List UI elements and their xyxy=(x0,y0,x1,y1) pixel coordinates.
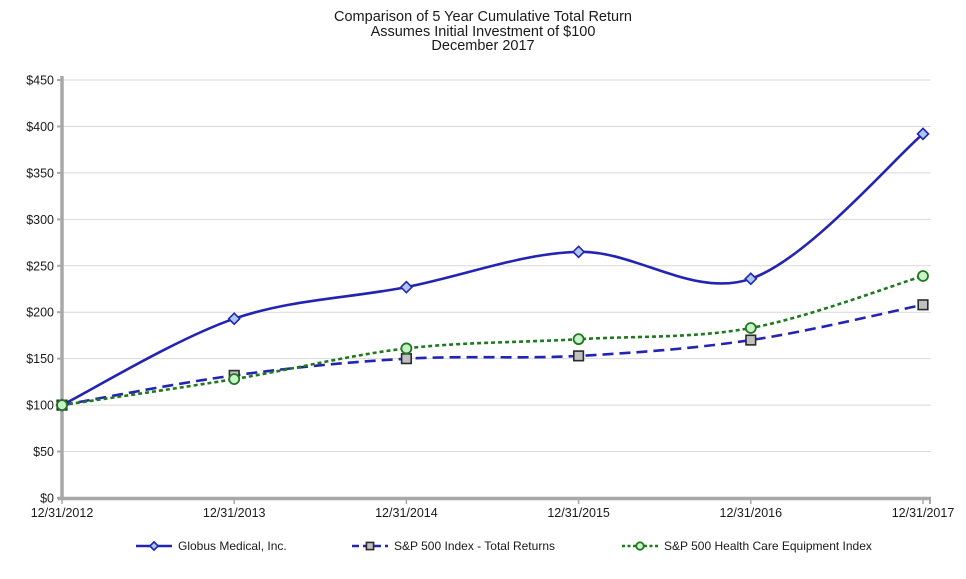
legend-swatch-shortdash-circle-icon xyxy=(622,541,658,551)
svg-text:$400: $400 xyxy=(26,120,54,134)
svg-text:$100: $100 xyxy=(26,399,54,413)
legend-swatch-solid-diamond-icon xyxy=(136,540,172,552)
legend-label-sp500-healthcare-equipment: S&P 500 Health Care Equipment Index xyxy=(664,539,872,553)
chart-legend: Globus Medical, Inc. S&P 500 Index - Tot… xyxy=(0,538,966,556)
svg-text:12/31/2012: 12/31/2012 xyxy=(31,506,94,520)
legend-label-sp500-total-returns: S&P 500 Index - Total Returns xyxy=(394,539,555,553)
svg-text:$350: $350 xyxy=(26,166,54,180)
legend-item-sp500-healthcare-equipment: S&P 500 Health Care Equipment Index xyxy=(622,538,872,554)
chart-title: Comparison of 5 Year Cumulative Total Re… xyxy=(0,10,966,54)
legend-swatch-dashed-square-icon xyxy=(352,541,388,551)
chart-title-line2: Assumes Initial Investment of $100 xyxy=(370,23,596,40)
svg-text:$300: $300 xyxy=(26,213,54,227)
chart-title-line1: Comparison of 5 Year Cumulative Total Re… xyxy=(334,9,632,25)
svg-text:12/31/2017: 12/31/2017 xyxy=(892,506,955,520)
svg-text:$250: $250 xyxy=(26,259,54,273)
line-chart-plot: $0 $50 $100 $150 $200 $250 $300 $350 $400 $450 12/… xyxy=(26,74,955,521)
svg-text:$50: $50 xyxy=(33,445,54,459)
svg-text:$150: $150 xyxy=(26,352,54,366)
svg-text:$0: $0 xyxy=(40,492,54,506)
svg-text:12/31/2014: 12/31/2014 xyxy=(375,506,438,520)
svg-text:12/31/2016: 12/31/2016 xyxy=(720,506,783,520)
svg-text:$200: $200 xyxy=(26,306,54,320)
svg-text:$450: $450 xyxy=(26,74,54,88)
legend-label-globus-medical: Globus Medical, Inc. xyxy=(178,539,287,553)
legend-item-globus-medical: Globus Medical, Inc. xyxy=(136,538,287,554)
svg-text:12/31/2013: 12/31/2013 xyxy=(203,506,266,520)
chart-title-line3: December 2017 xyxy=(431,38,535,54)
legend-item-sp500-total-returns: S&P 500 Index - Total Returns xyxy=(352,538,555,554)
svg-text:12/31/2015: 12/31/2015 xyxy=(547,506,610,520)
